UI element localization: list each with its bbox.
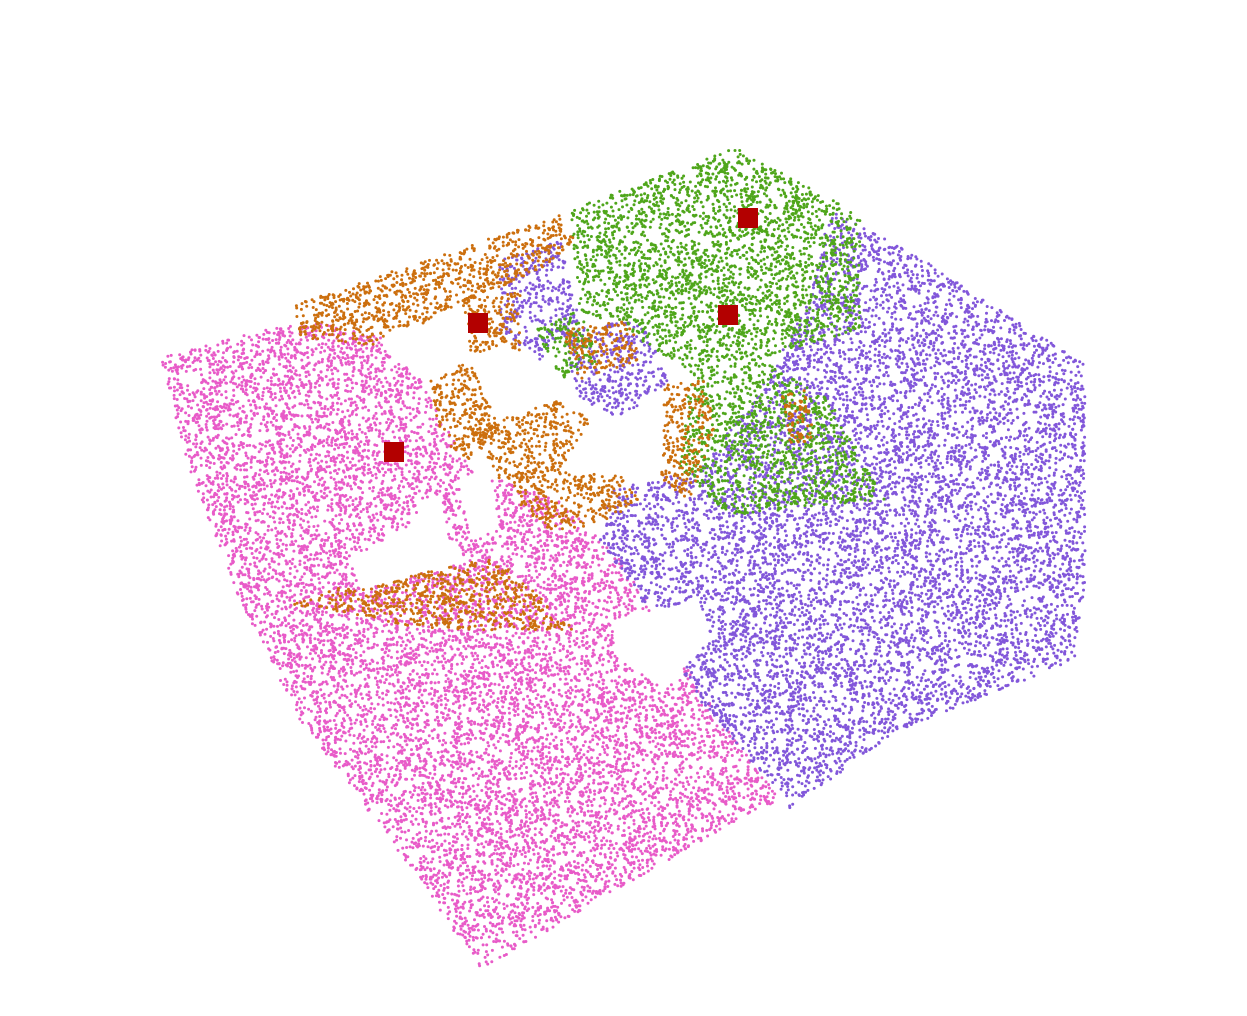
orange-point-cluster (293, 214, 813, 631)
green-point-cluster (536, 149, 885, 515)
pink-point-cluster (161, 322, 776, 967)
red-marker (384, 442, 404, 462)
red-marker (468, 313, 488, 333)
red-marker (738, 208, 758, 228)
red-marker (718, 305, 738, 325)
